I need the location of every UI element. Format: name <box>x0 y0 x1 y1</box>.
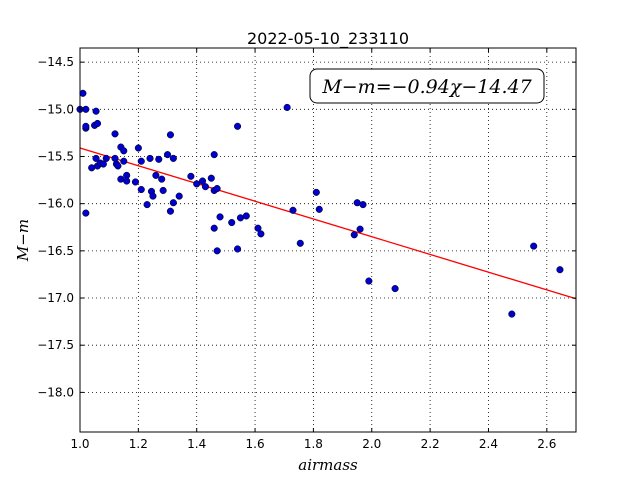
data-point <box>159 186 167 195</box>
y-tick-labels: −14.5 −15.0 −15.5 −16.0 −16.5 −17.0 −17.5 −18.0 <box>37 55 74 399</box>
y-axis-label: M−m <box>14 219 32 262</box>
data-point <box>556 266 564 274</box>
data-point <box>166 131 174 139</box>
x-tick-label: 2.4 <box>479 437 498 451</box>
data-point <box>155 155 163 163</box>
data-point <box>102 154 110 162</box>
x-tick-label: 1.6 <box>246 437 265 451</box>
data-point <box>353 199 361 207</box>
y-tick-label: −16.5 <box>37 244 74 258</box>
data-point <box>158 175 166 183</box>
data-point <box>131 178 139 186</box>
data-point <box>359 201 367 209</box>
x-tick-label: 1.8 <box>304 437 323 451</box>
data-point <box>175 192 183 200</box>
data-point <box>117 175 125 183</box>
x-tick-label: 2.2 <box>421 437 440 451</box>
plot-frame <box>79 47 577 433</box>
axis-ticks <box>79 48 576 432</box>
data-point <box>149 192 157 200</box>
scatter-points <box>76 89 564 318</box>
fit-line <box>79 147 577 300</box>
data-point <box>350 231 358 239</box>
data-point <box>79 89 87 97</box>
chart-title: 2022-05-10_233110 <box>247 29 409 49</box>
equation-box: M−m=−0.94χ−14.47 <box>309 68 545 104</box>
data-point <box>163 151 172 159</box>
data-point <box>134 144 142 152</box>
x-tick-labels: 1.0 1.2 1.4 1.6 1.8 2.0 2.2 2.4 2.6 <box>70 437 556 451</box>
data-point <box>213 185 221 193</box>
data-point <box>216 213 224 221</box>
data-point <box>198 177 207 185</box>
data-point <box>365 277 373 285</box>
fit-equation: M−m=−0.94χ−14.47 <box>321 76 532 98</box>
data-point <box>82 209 90 217</box>
data-point <box>236 214 245 222</box>
x-tick-label: 1.2 <box>129 437 148 451</box>
data-point <box>356 225 364 233</box>
data-point <box>120 147 128 155</box>
data-point <box>114 162 122 170</box>
data-point <box>169 154 177 162</box>
data-point <box>93 119 102 128</box>
data-point <box>111 130 119 138</box>
fit-line-layer <box>79 147 577 300</box>
data-point <box>257 230 265 238</box>
data-point <box>201 183 210 191</box>
data-point <box>92 154 100 162</box>
data-point <box>242 212 250 220</box>
plot-background <box>80 48 576 432</box>
y-tick-label: −16.0 <box>37 197 74 211</box>
data-point <box>234 122 242 130</box>
data-point <box>210 151 218 159</box>
data-point <box>120 157 128 165</box>
data-point <box>137 185 145 194</box>
data-point <box>296 239 304 247</box>
data-point <box>99 160 107 168</box>
y-tick-label: −14.5 <box>37 55 74 69</box>
data-point <box>166 207 174 215</box>
x-axis-label: airmass <box>298 456 358 474</box>
y-tick-label: −15.5 <box>37 150 74 164</box>
data-point <box>283 103 291 111</box>
y-tick-label: −17.5 <box>37 338 74 352</box>
data-point <box>312 188 320 196</box>
grid <box>79 48 576 432</box>
data-point <box>508 310 516 318</box>
data-point <box>92 107 100 115</box>
data-point <box>530 242 538 250</box>
x-tick-label: 1.0 <box>70 437 89 451</box>
data-point <box>207 174 215 182</box>
data-point <box>123 177 131 185</box>
x-tick-label: 1.4 <box>187 437 206 451</box>
data-point <box>152 171 160 179</box>
data-point <box>254 224 262 232</box>
data-point <box>169 199 177 207</box>
data-point <box>234 245 242 253</box>
y-tick-label: −15.0 <box>37 102 74 116</box>
x-tick-label: 2.0 <box>362 437 381 451</box>
data-point <box>143 201 151 209</box>
data-point <box>228 218 236 227</box>
data-point <box>187 172 195 180</box>
data-point <box>391 285 399 293</box>
data-point <box>210 224 218 232</box>
data-point <box>82 122 90 130</box>
data-point <box>193 180 201 188</box>
plot-area <box>76 47 577 433</box>
data-point <box>315 205 323 213</box>
equation-box-frame <box>309 68 545 104</box>
x-tick-label: 2.6 <box>537 437 556 451</box>
data-point <box>289 206 297 214</box>
y-tick-label: −17.0 <box>37 291 74 305</box>
data-point <box>146 154 154 162</box>
data-point <box>88 164 96 172</box>
data-point <box>213 247 221 255</box>
data-point <box>137 157 145 165</box>
y-tick-label: −18.0 <box>37 385 74 399</box>
